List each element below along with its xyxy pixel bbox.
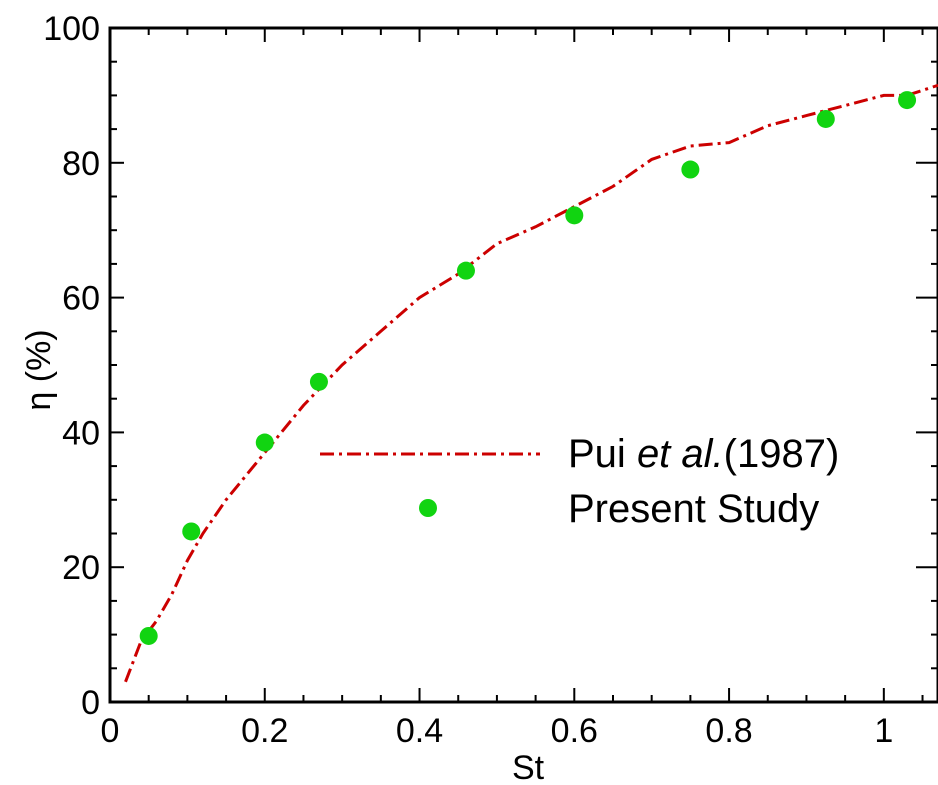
plot-area-frame bbox=[108, 26, 938, 704]
legend-label-pui: Pui et al.(1987) bbox=[568, 432, 839, 476]
y-tick-label: 80 bbox=[62, 145, 100, 183]
x-tick-label: 0.4 bbox=[396, 712, 443, 750]
x-tick-label: 0.6 bbox=[551, 712, 598, 750]
data-point-present-study bbox=[681, 160, 700, 179]
data-point-present-study bbox=[456, 261, 475, 280]
y-tick-label: 40 bbox=[62, 414, 100, 452]
legend-label-pui-author: Pui bbox=[568, 432, 637, 476]
data-point-present-study bbox=[309, 372, 328, 391]
data-point-present-study bbox=[565, 206, 584, 225]
axis-tick-labels: 0 0.2 0.4 0.6 0.8 1 0 20 40 60 80 100 bbox=[43, 10, 893, 750]
y-tick-label: 100 bbox=[43, 10, 100, 48]
x-tick-label: 1 bbox=[874, 712, 893, 750]
y-tick-label: 0 bbox=[81, 684, 100, 722]
data-point-present-study bbox=[255, 433, 274, 452]
data-point-present-study bbox=[816, 109, 835, 128]
y-axis-title: η (%) bbox=[20, 329, 58, 410]
series-layer bbox=[124, 83, 938, 683]
legend-label-present: Present Study bbox=[568, 487, 819, 531]
legend-marker-swatch bbox=[419, 499, 437, 517]
series-line-pui bbox=[124, 83, 938, 683]
data-point-present-study bbox=[139, 626, 158, 645]
legend: Pui et al.(1987) Present Study bbox=[320, 432, 839, 531]
x-tick-label: 0.2 bbox=[241, 712, 288, 750]
legend-label-pui-year: (1987) bbox=[724, 432, 840, 476]
y-tick-label: 20 bbox=[62, 549, 100, 587]
data-point-present-study bbox=[898, 91, 917, 110]
axis-ticks bbox=[109, 27, 938, 703]
x-axis-title: St bbox=[512, 749, 545, 785]
x-tick-label: 0 bbox=[101, 712, 120, 750]
x-tick-label: 0.8 bbox=[705, 712, 752, 750]
legend-label-pui-etal: et al. bbox=[637, 432, 724, 476]
data-point-present-study bbox=[182, 522, 201, 541]
y-tick-label: 60 bbox=[62, 280, 100, 318]
